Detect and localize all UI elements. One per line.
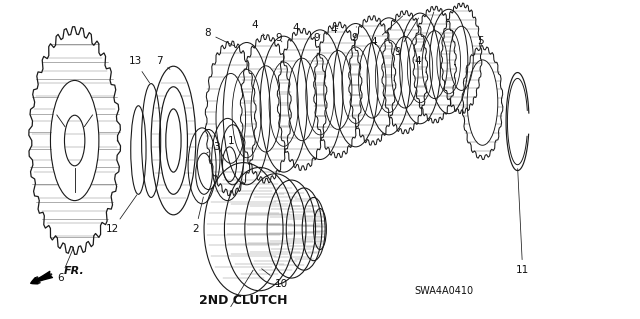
Text: 4: 4 bbox=[252, 20, 264, 36]
Text: 4: 4 bbox=[292, 23, 303, 33]
Text: 3: 3 bbox=[207, 142, 220, 153]
Text: 12: 12 bbox=[106, 195, 137, 234]
Text: 9: 9 bbox=[394, 18, 419, 57]
Text: FR.: FR. bbox=[64, 266, 84, 277]
Text: 10: 10 bbox=[262, 269, 289, 289]
Text: 9: 9 bbox=[352, 27, 358, 43]
Text: 9: 9 bbox=[314, 33, 320, 43]
Text: 5: 5 bbox=[477, 36, 484, 46]
Text: 11: 11 bbox=[516, 169, 529, 275]
Text: 1: 1 bbox=[227, 136, 234, 145]
Text: 9: 9 bbox=[275, 33, 282, 43]
Text: 7: 7 bbox=[156, 56, 170, 69]
Text: 6: 6 bbox=[58, 248, 74, 283]
Text: 2ND CLUTCH: 2ND CLUTCH bbox=[199, 294, 288, 307]
Text: 4: 4 bbox=[414, 12, 434, 66]
Text: SWA4A0410: SWA4A0410 bbox=[415, 286, 474, 296]
Text: 2: 2 bbox=[193, 197, 204, 234]
Text: 4: 4 bbox=[331, 25, 338, 35]
Text: 13: 13 bbox=[129, 56, 150, 83]
Text: 8: 8 bbox=[204, 28, 235, 46]
Text: 4: 4 bbox=[371, 16, 403, 48]
